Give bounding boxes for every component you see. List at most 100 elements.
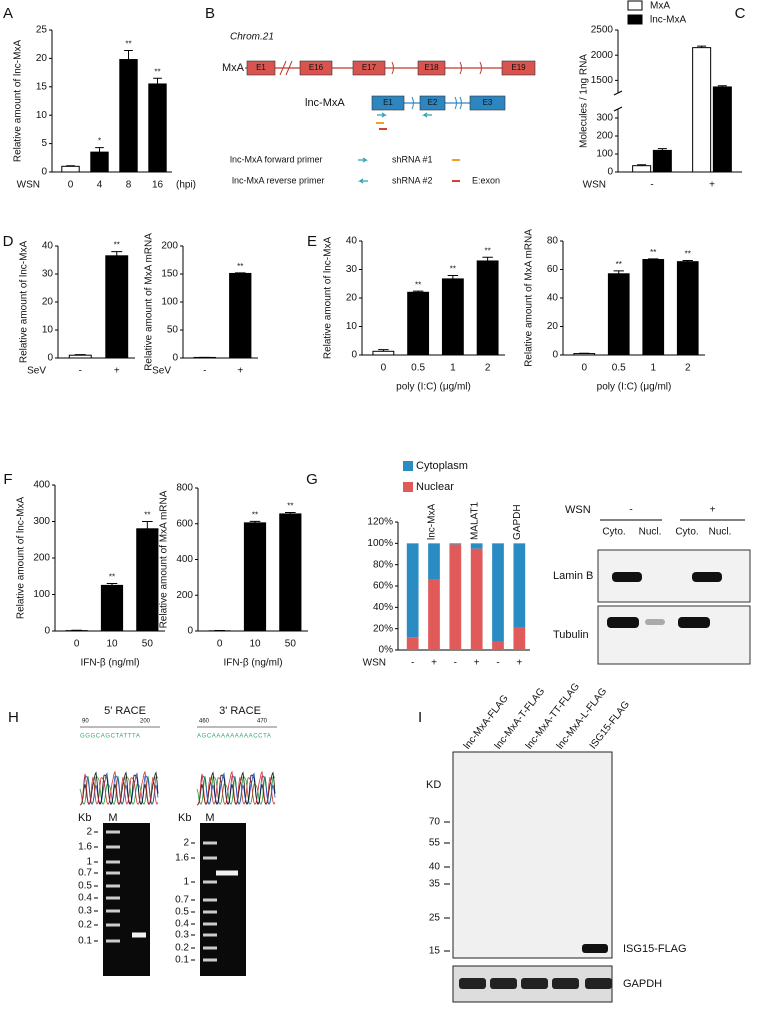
ladder-band <box>106 909 120 913</box>
band <box>607 617 639 628</box>
x-axis-label: WSN <box>583 180 606 191</box>
significance-label: ** <box>685 250 691 259</box>
band <box>692 572 722 582</box>
y-tick-label: 1500 <box>591 75 614 86</box>
exon-label: E18 <box>424 63 439 72</box>
unit-label: Kb <box>78 812 91 824</box>
legend-label: lnc-MxA reverse primer <box>232 175 325 185</box>
significance-label: ** <box>252 511 258 520</box>
bar <box>68 354 92 359</box>
ladder-band <box>106 884 120 888</box>
y-tick-label: 300 <box>33 516 50 527</box>
seq-position: 90 <box>82 719 89 725</box>
state-label: + <box>710 505 716 516</box>
panel-letter: D <box>3 233 14 250</box>
y-tick-label: 100 <box>596 149 613 160</box>
significance-label: ** <box>287 502 293 511</box>
legend-label: Cytoplasm <box>416 460 468 472</box>
y-tick-label: 400 <box>176 554 193 565</box>
bar <box>148 83 167 173</box>
error-bar <box>682 260 693 262</box>
error-bar <box>142 521 153 529</box>
bar-segment <box>513 627 526 650</box>
y-tick-label: 200 <box>596 131 613 142</box>
x-tick-label: 10 <box>106 639 118 650</box>
x-axis-label: poly (I:C) (μg/ml) <box>396 382 471 393</box>
error-bar <box>95 147 104 153</box>
band <box>132 932 146 938</box>
bar <box>279 513 302 632</box>
x-tick-label: 2 <box>485 363 491 374</box>
panel-letter: E <box>307 233 317 250</box>
lane-label: lnc-MxA-TT-FLAG <box>524 681 582 751</box>
seq-position: 460 <box>199 719 210 725</box>
legend-label: Nuclear <box>416 481 454 493</box>
x-tick-label: + <box>431 658 437 669</box>
x-tick-label: 0 <box>68 180 74 191</box>
x-tick-label: 0 <box>381 363 387 374</box>
y-tick-label: 10 <box>36 110 48 121</box>
error-bar <box>648 258 659 260</box>
y-tick-label: 60% <box>373 581 393 592</box>
exon-label: E16 <box>309 63 324 72</box>
significance-label: ** <box>144 511 150 520</box>
group-label: GAPDH <box>512 504 523 540</box>
bar <box>676 261 699 356</box>
y-axis-label: Molecules / 1ng RNA <box>579 54 590 148</box>
y-tick-label: 0 <box>187 626 193 637</box>
primer-arrow <box>358 157 369 163</box>
significance-label: ** <box>450 265 456 274</box>
x-tick-label: 16 <box>152 180 164 191</box>
y-tick-label: 120% <box>367 517 393 528</box>
ladder-band <box>106 896 120 900</box>
panel-letter: B <box>205 5 215 22</box>
band <box>490 978 517 989</box>
bar <box>61 165 80 173</box>
y-tick-label: 40 <box>346 236 358 247</box>
x-axis-label: WSN <box>363 658 386 669</box>
significance-label: ** <box>485 246 491 255</box>
band <box>521 978 548 989</box>
x-tick-label: 0.5 <box>411 363 425 374</box>
y-tick-label: 0% <box>379 645 394 656</box>
error-bar <box>124 49 133 60</box>
legend-label: lnc-MxA forward primer <box>230 154 323 164</box>
group-label: lnc-MxA <box>427 504 438 540</box>
error-bar <box>447 274 459 279</box>
significance-label: ** <box>154 67 160 76</box>
ladder-band <box>106 939 120 943</box>
y-axis-label: Relative amount of lnc-MxA <box>19 241 30 364</box>
x-axis-label: IFN-β (ng/ml) <box>223 658 282 669</box>
ladder-label: 1 <box>86 857 92 868</box>
bar <box>229 272 252 359</box>
ladder-band <box>106 871 120 875</box>
y-tick-label: 80 <box>547 236 559 247</box>
ladder-label: 1.6 <box>175 853 189 864</box>
significance-label: ** <box>616 260 622 269</box>
legend-label: MxA <box>650 1 670 12</box>
exon <box>501 60 536 76</box>
ladder-band <box>203 880 217 884</box>
x-axis-label: SeV <box>152 366 171 377</box>
primer-arrow <box>377 112 388 118</box>
y-tick-label: 200 <box>33 553 50 564</box>
x-tick-label: - <box>79 366 82 377</box>
band <box>582 944 608 953</box>
ladder-band <box>203 933 217 937</box>
bar-segment <box>492 641 504 650</box>
mw-marker: 55 <box>429 838 441 849</box>
y-axis-label: Relative amount of MxA mRNA <box>144 233 155 371</box>
y-tick-label: 100 <box>161 297 178 308</box>
y-tick-label: 100% <box>367 538 393 549</box>
error-bar <box>153 77 162 84</box>
y-tick-label: 2000 <box>591 50 614 61</box>
panel-letter: I <box>418 709 422 726</box>
faint-band <box>645 619 665 625</box>
error-bar <box>106 583 118 586</box>
x-tick-label: 50 <box>285 639 297 650</box>
y-tick-label: 150 <box>161 269 178 280</box>
lane-label: Nucl. <box>639 527 662 538</box>
mw-marker: 35 <box>429 879 441 890</box>
significance-label: * <box>98 137 101 146</box>
